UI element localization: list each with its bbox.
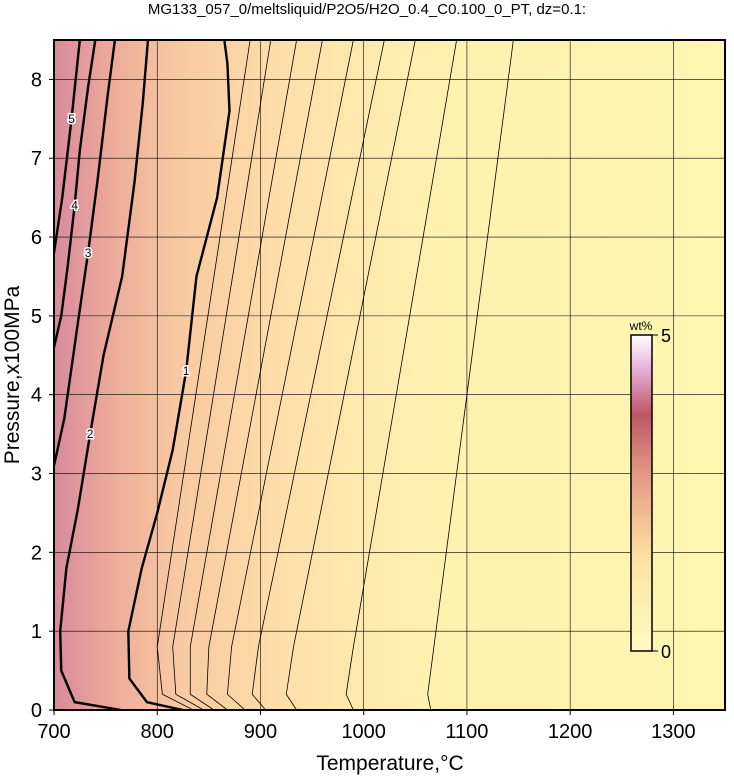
y-tick-label: 6 [31,227,42,249]
contour-line [227,40,354,710]
x-tick-label: 1200 [548,721,593,743]
contour-line [285,40,416,710]
x-tick-label: 1000 [341,721,386,743]
colorbar-tick-label: 0 [661,642,671,662]
y-tick-label: 7 [31,148,42,170]
colorbar-label: wt% [629,319,653,333]
y-tick-label: 0 [31,700,42,722]
contour-line [427,40,514,710]
colorbar-tick-label: 5 [661,326,671,346]
contour-line [127,40,231,710]
contour-label: 4 [71,199,78,213]
y-tick-label: 1 [31,621,42,643]
y-tick-label: 4 [31,385,42,407]
y-tick-label: 2 [31,542,42,564]
contour-line [156,40,251,710]
x-tick-label: 800 [141,721,174,743]
contour-line [58,40,150,710]
chart-title: MG133_057_0/meltsliquid/P2O5/H2O_0.4_C0.… [148,1,586,18]
x-axis-label: Temperature,°C [316,752,463,775]
contour-line [206,40,323,710]
contour-line [345,40,457,710]
contour-line [172,40,272,710]
x-tick-label: 1100 [445,721,488,743]
x-tick-label: 900 [244,721,277,743]
x-tick-label: 700 [37,721,70,743]
contour-label: 2 [87,427,94,441]
colorbar [630,334,653,652]
plot-background [54,40,725,710]
contour-line [251,40,385,710]
y-tick-label: 8 [31,69,42,91]
contour-line [54,40,117,466]
contour-layer: 5 4 3 2 1 [54,40,514,710]
contour-label: 1 [183,364,190,378]
plot-frame [53,39,726,711]
x-tick-label: 1300 [651,721,696,743]
contour-label: 3 [85,246,92,260]
contour-line [189,40,297,710]
contour-label: 5 [68,112,75,126]
y-tick-label: 3 [31,464,42,486]
y-axis-label: Pressure,x100MPa [1,285,24,464]
y-tick-label: 5 [31,306,42,328]
